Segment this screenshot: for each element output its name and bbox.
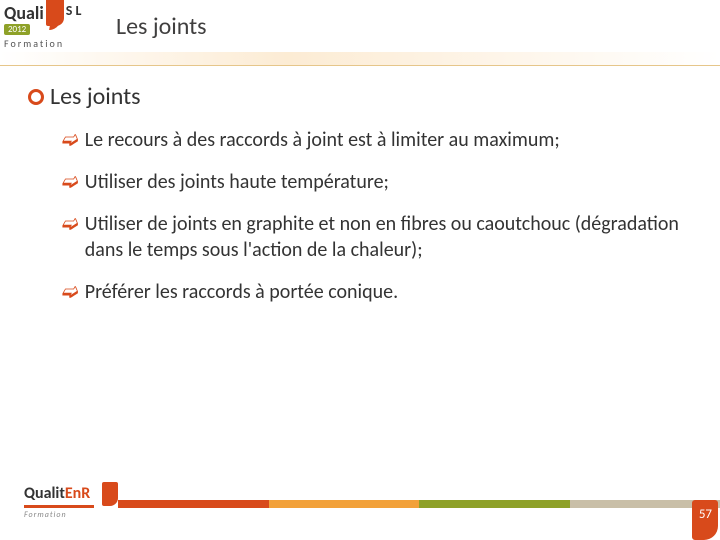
strip-segment <box>269 500 420 508</box>
list-item: ➫ Utiliser de joints en graphite et non … <box>62 211 692 263</box>
footer: QualitEnR Formation 57 <box>0 480 720 540</box>
section-heading-row: Les joints <box>28 82 692 111</box>
strip-segment <box>419 500 570 508</box>
header-gradient-band <box>0 52 720 66</box>
header: Quali S L 2012 Formation Les joints <box>0 0 720 60</box>
bullet-text: Préférer les raccords à portée conique. <box>85 279 398 305</box>
apostrophe-icon <box>102 482 118 506</box>
circle-bullet-icon <box>28 89 44 105</box>
page-number: 57 <box>699 507 712 522</box>
logo-suffix: S L <box>66 4 82 18</box>
brand-logo-bottom: QualitEnR Formation <box>24 484 112 534</box>
footer-color-strip <box>118 500 720 508</box>
content-area: Les joints ➫ Le recours à des raccords à… <box>28 82 692 321</box>
list-item: ➫ Le recours à des raccords à joint est … <box>62 127 692 153</box>
logo-bottom-row: QualitEnR <box>24 484 112 503</box>
apostrophe-icon <box>46 0 64 26</box>
logo-bottom-enr: EnR <box>65 484 90 503</box>
strip-segment <box>118 500 269 508</box>
logo-text: Quali <box>4 4 44 22</box>
brand-logo-top: Quali S L 2012 Formation <box>4 4 100 56</box>
arrow-bullet-icon: ➫ <box>62 211 79 237</box>
bullet-list: ➫ Le recours à des raccords à joint est … <box>62 127 692 305</box>
bullet-text: Utiliser des joints haute température; <box>85 169 389 195</box>
logo-mark: Quali S L <box>4 4 100 26</box>
list-item: ➫ Préférer les raccords à portée conique… <box>62 279 692 305</box>
page-number-corner: 57 <box>680 496 720 540</box>
formation-label: Formation <box>4 37 100 50</box>
logo-underline <box>24 505 94 508</box>
slide-title: Les joints <box>116 12 207 41</box>
bullet-text: Utiliser de joints en graphite et non en… <box>85 211 692 263</box>
logo-bottom-q: Qualit <box>24 484 65 503</box>
logo-bottom-formation: Formation <box>24 510 112 520</box>
section-heading: Les joints <box>50 82 141 111</box>
arrow-bullet-icon: ➫ <box>62 279 79 305</box>
slide: Quali S L 2012 Formation Les joints Les … <box>0 0 720 540</box>
bullet-text: Le recours à des raccords à joint est à … <box>85 127 560 153</box>
arrow-bullet-icon: ➫ <box>62 127 79 153</box>
list-item: ➫ Utiliser des joints haute température; <box>62 169 692 195</box>
arrow-bullet-icon: ➫ <box>62 169 79 195</box>
year-badge: 2012 <box>4 24 30 35</box>
